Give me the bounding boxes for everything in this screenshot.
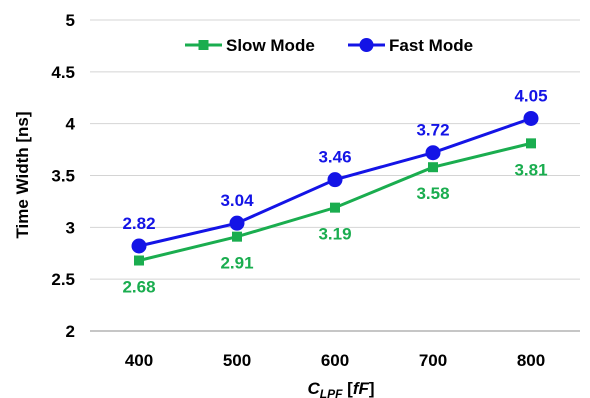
- x-axis-ticks: 400 500 600 700 800: [125, 351, 545, 370]
- y-tick-label: 2: [66, 322, 75, 341]
- data-point: [425, 145, 441, 161]
- data-label: 3.19: [318, 225, 351, 244]
- data-point: [327, 172, 343, 188]
- y-axis-ticks: 2 2.5 3 3.5 4 4.5 5: [51, 11, 75, 341]
- data-point: [131, 238, 147, 254]
- y-tick-label: 2.5: [51, 270, 75, 289]
- y-axis-title: Time Width [ns]: [13, 111, 32, 238]
- x-axis-title-open: [: [342, 379, 353, 398]
- y-tick-label: 4: [66, 115, 76, 134]
- data-point: [526, 138, 536, 149]
- x-axis-title-main: C: [307, 379, 320, 398]
- y-tick-label: 4.5: [51, 63, 75, 82]
- x-axis-title-unit: fF: [353, 379, 370, 398]
- data-label: 3.46: [318, 148, 351, 167]
- data-label: 2.91: [220, 254, 253, 273]
- data-point: [232, 231, 242, 242]
- data-label: 3.72: [416, 121, 449, 140]
- data-labels: 2.68 2.91 3.19 3.58 3.81 2.82 3.04 3.46 3.72 4.05: [122, 86, 547, 296]
- y-tick-label: 5: [66, 11, 75, 30]
- data-label: 3.81: [514, 160, 547, 179]
- data-point: [523, 110, 539, 126]
- legend-fast-mode-label: Fast Mode: [389, 36, 473, 55]
- gridlines: [90, 19, 580, 332]
- y-tick-label: 3.5: [51, 167, 75, 186]
- x-tick-label: 800: [517, 351, 545, 370]
- data-label: 4.05: [514, 86, 547, 105]
- x-axis-title: CLPF [fF]: [307, 379, 374, 398]
- x-tick-label: 500: [223, 351, 251, 370]
- data-point: [134, 255, 144, 266]
- data-label: 2.68: [122, 278, 155, 297]
- x-tick-label: 400: [125, 351, 153, 370]
- data-label: 3.04: [220, 191, 254, 210]
- data-point: [330, 202, 340, 213]
- data-label: 3.58: [416, 184, 449, 203]
- x-axis-title-subscript: LPF: [320, 387, 343, 398]
- data-label: 2.82: [122, 214, 155, 233]
- x-tick-label: 600: [321, 351, 349, 370]
- data-point: [428, 162, 438, 173]
- x-axis-title-close: ]: [369, 379, 375, 398]
- data-point: [229, 215, 245, 231]
- legend: Slow Mode Fast Mode: [185, 36, 473, 55]
- series-layer: [131, 110, 539, 266]
- x-tick-label: 700: [419, 351, 447, 370]
- legend-slow-mode-label: Slow Mode: [226, 36, 315, 55]
- legend-fast-mode-marker: [359, 38, 374, 52]
- legend-slow-mode-marker: [198, 40, 209, 50]
- y-tick-label: 3: [66, 218, 75, 237]
